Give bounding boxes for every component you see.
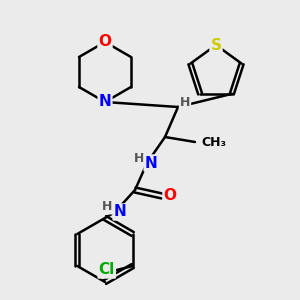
Text: Cl: Cl bbox=[99, 262, 115, 278]
Text: N: N bbox=[114, 205, 126, 220]
Text: H: H bbox=[134, 152, 144, 164]
Text: N: N bbox=[145, 155, 158, 170]
Text: S: S bbox=[211, 38, 221, 52]
Text: O: O bbox=[164, 188, 176, 203]
Text: CH₃: CH₃ bbox=[201, 136, 226, 148]
Text: N: N bbox=[99, 94, 111, 110]
Text: H: H bbox=[180, 95, 190, 109]
Text: H: H bbox=[102, 200, 112, 214]
Text: O: O bbox=[98, 34, 112, 50]
